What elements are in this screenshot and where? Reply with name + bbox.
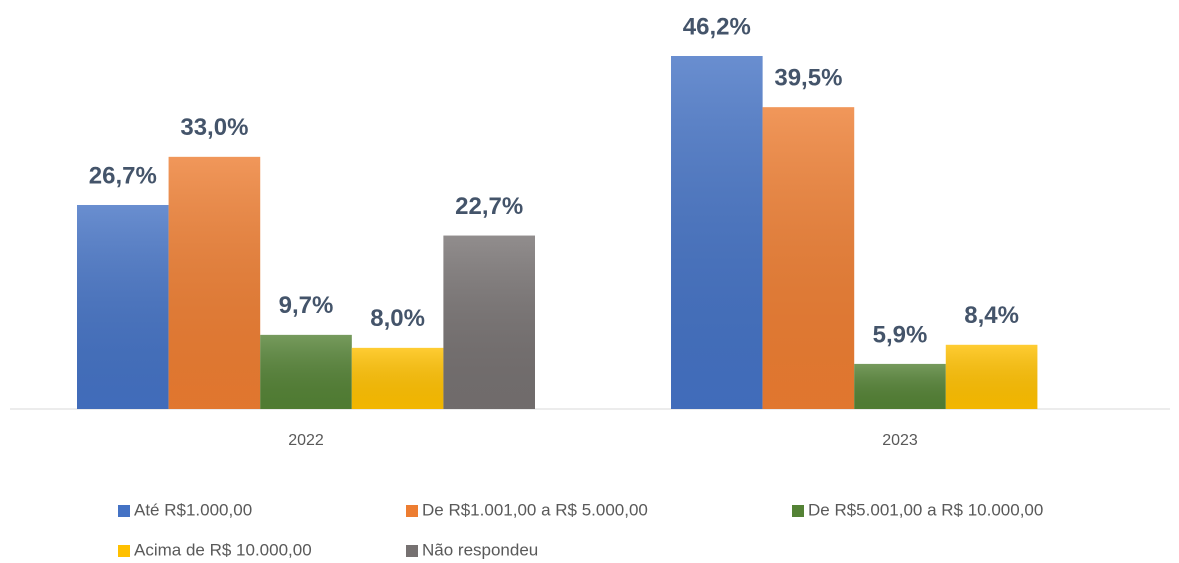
data-label: 8,0% xyxy=(370,305,425,332)
bar-shade xyxy=(854,363,946,409)
data-label: 26,7% xyxy=(89,162,157,189)
legend-swatch xyxy=(406,545,418,557)
data-label: 9,7% xyxy=(279,292,334,319)
bar-shade xyxy=(945,344,1038,409)
legend-label: De R$5.001,00 a R$ 10.000,00 xyxy=(808,500,1043,519)
data-label: 39,5% xyxy=(774,65,842,92)
legend-label: De R$1.001,00 a R$ 5.000,00 xyxy=(422,500,648,519)
bar-shade xyxy=(168,156,261,409)
legend-label: Não respondeu xyxy=(422,540,538,559)
bar-shade xyxy=(260,334,352,409)
legend-label: Acima de R$ 10.000,00 xyxy=(134,540,312,559)
x-tick-label: 2022 xyxy=(288,432,324,449)
legend-swatch xyxy=(118,505,130,517)
bar-shade xyxy=(671,56,763,409)
data-label: 5,9% xyxy=(873,321,928,348)
bar-shade xyxy=(77,204,169,409)
data-label: 22,7% xyxy=(455,193,523,220)
legend-swatch xyxy=(118,545,130,557)
data-label: 46,2% xyxy=(683,13,751,40)
x-tick-label: 2023 xyxy=(882,432,918,449)
legend-swatch xyxy=(792,505,804,517)
bar-shade xyxy=(762,107,855,410)
bar-shade xyxy=(351,347,444,409)
data-label: 33,0% xyxy=(180,114,248,141)
legend-swatch xyxy=(406,505,418,517)
data-label: 8,4% xyxy=(964,302,1019,329)
legend-label: Até R$1.000,00 xyxy=(134,500,252,519)
bar-shade xyxy=(443,235,535,409)
